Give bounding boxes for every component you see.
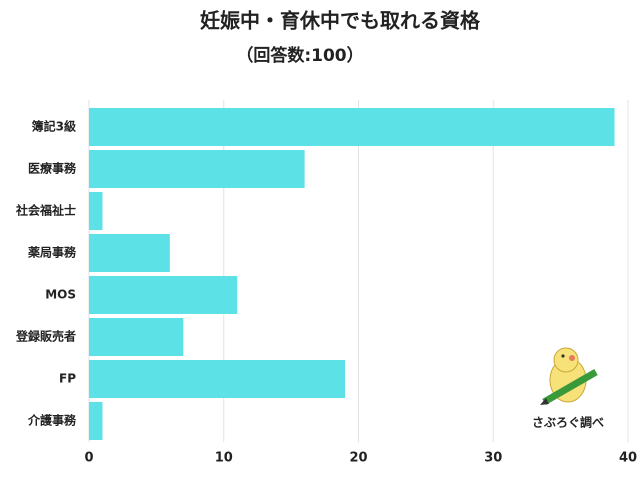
x-tick-label: 0 (84, 451, 93, 466)
bar (89, 234, 170, 272)
y-tick-label: 薬局事務 (28, 245, 77, 260)
watermark: さぶろぐ調べ (532, 415, 604, 430)
bar (89, 318, 184, 356)
bar (89, 402, 103, 440)
x-tick-label: 20 (349, 451, 367, 466)
x-tick-label: 10 (215, 451, 233, 466)
bar (89, 150, 305, 188)
y-tick-label: 介護事務 (27, 413, 77, 428)
bar (89, 276, 238, 314)
chart-subtitle: （回答数:100） (236, 45, 363, 66)
chart-title: 妊娠中・育休中でも取れる資格 (200, 9, 481, 33)
y-tick-label: 登録販売者 (15, 329, 76, 344)
bar (89, 360, 346, 398)
y-tick-label: 社会福祉士 (15, 203, 76, 218)
y-tick-label: 簿記3級 (32, 119, 76, 134)
x-tick-label: 40 (619, 451, 637, 466)
y-tick-label: MOS (45, 288, 76, 302)
y-tick-label: FP (59, 372, 76, 386)
y-tick-label: 医療事務 (28, 161, 77, 176)
bar (89, 192, 103, 230)
x-tick-label: 30 (484, 451, 502, 466)
mascot (540, 347, 598, 406)
bar (89, 108, 615, 146)
